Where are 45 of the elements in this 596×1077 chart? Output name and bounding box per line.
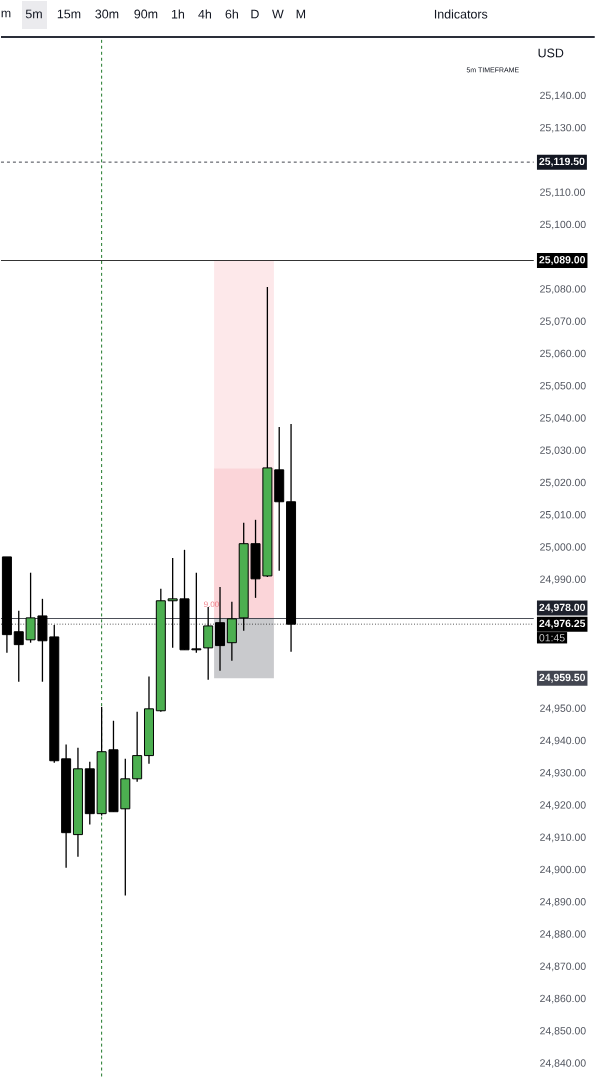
text: 4h xyxy=(198,9,212,19)
text: 24,959.50 xyxy=(539,673,586,683)
text: 6h xyxy=(225,9,239,19)
text: M xyxy=(296,9,306,19)
y-tick-label: 24,860.00 xyxy=(540,994,586,1004)
y-tick-label: 25,140.00 xyxy=(540,91,586,101)
y-tick-label: 24,840.00 xyxy=(540,1059,586,1068)
y-tick-label: 24,920.00 xyxy=(540,801,586,810)
text: USD xyxy=(538,48,564,58)
text: 15m xyxy=(57,9,81,19)
y-tick-label: 24,870.00 xyxy=(540,962,586,972)
y-tick-label: 25,010.00 xyxy=(540,510,586,520)
text: 90m xyxy=(134,9,158,19)
text: Indicators xyxy=(435,9,488,19)
text: 1h xyxy=(172,9,185,19)
ref-line-label: 24,976.25 xyxy=(539,619,586,629)
ref-line-label: 25,089.00 xyxy=(539,256,586,265)
ref-line-label: 24,978.00 xyxy=(539,603,586,613)
y-tick-label: 25,070.00 xyxy=(540,317,586,327)
y-tick-label: 25,020.00 xyxy=(540,478,586,488)
y-tick-label: 24,880.00 xyxy=(540,930,586,939)
y-tick-label: 25,100.00 xyxy=(540,220,586,230)
y-tick-label: 24,910.00 xyxy=(540,833,586,843)
y-tick-label: 24,890.00 xyxy=(540,898,586,907)
y-tick-label: 24,950.00 xyxy=(540,704,586,714)
y-tick-label: 25,030.00 xyxy=(540,446,586,456)
y-tick-label: 25,110.00 xyxy=(540,188,586,198)
text: 30m xyxy=(95,9,119,19)
text: D xyxy=(251,9,259,19)
text: m xyxy=(1,10,11,18)
y-tick-label: 25,050.00 xyxy=(540,381,586,391)
y-tick-label: 24,850.00 xyxy=(540,1027,586,1036)
text: 01:45 xyxy=(539,634,565,642)
y-tick-label: 25,060.00 xyxy=(540,349,586,359)
y-tick-label: 25,000.00 xyxy=(540,543,586,552)
text: W xyxy=(272,9,284,19)
ref-line-label: 25,119.50 xyxy=(539,157,585,167)
y-tick-label: 25,080.00 xyxy=(540,285,586,294)
text: 5m xyxy=(25,9,42,19)
y-tick-label: 24,990.00 xyxy=(540,575,586,585)
y-tick-label: 24,940.00 xyxy=(540,736,586,746)
y-tick-label: 25,130.00 xyxy=(540,123,586,133)
y-tick-label: 25,040.00 xyxy=(540,414,586,423)
y-tick-label: 24,930.00 xyxy=(540,769,586,778)
y-tick-label: 24,900.00 xyxy=(540,865,586,875)
